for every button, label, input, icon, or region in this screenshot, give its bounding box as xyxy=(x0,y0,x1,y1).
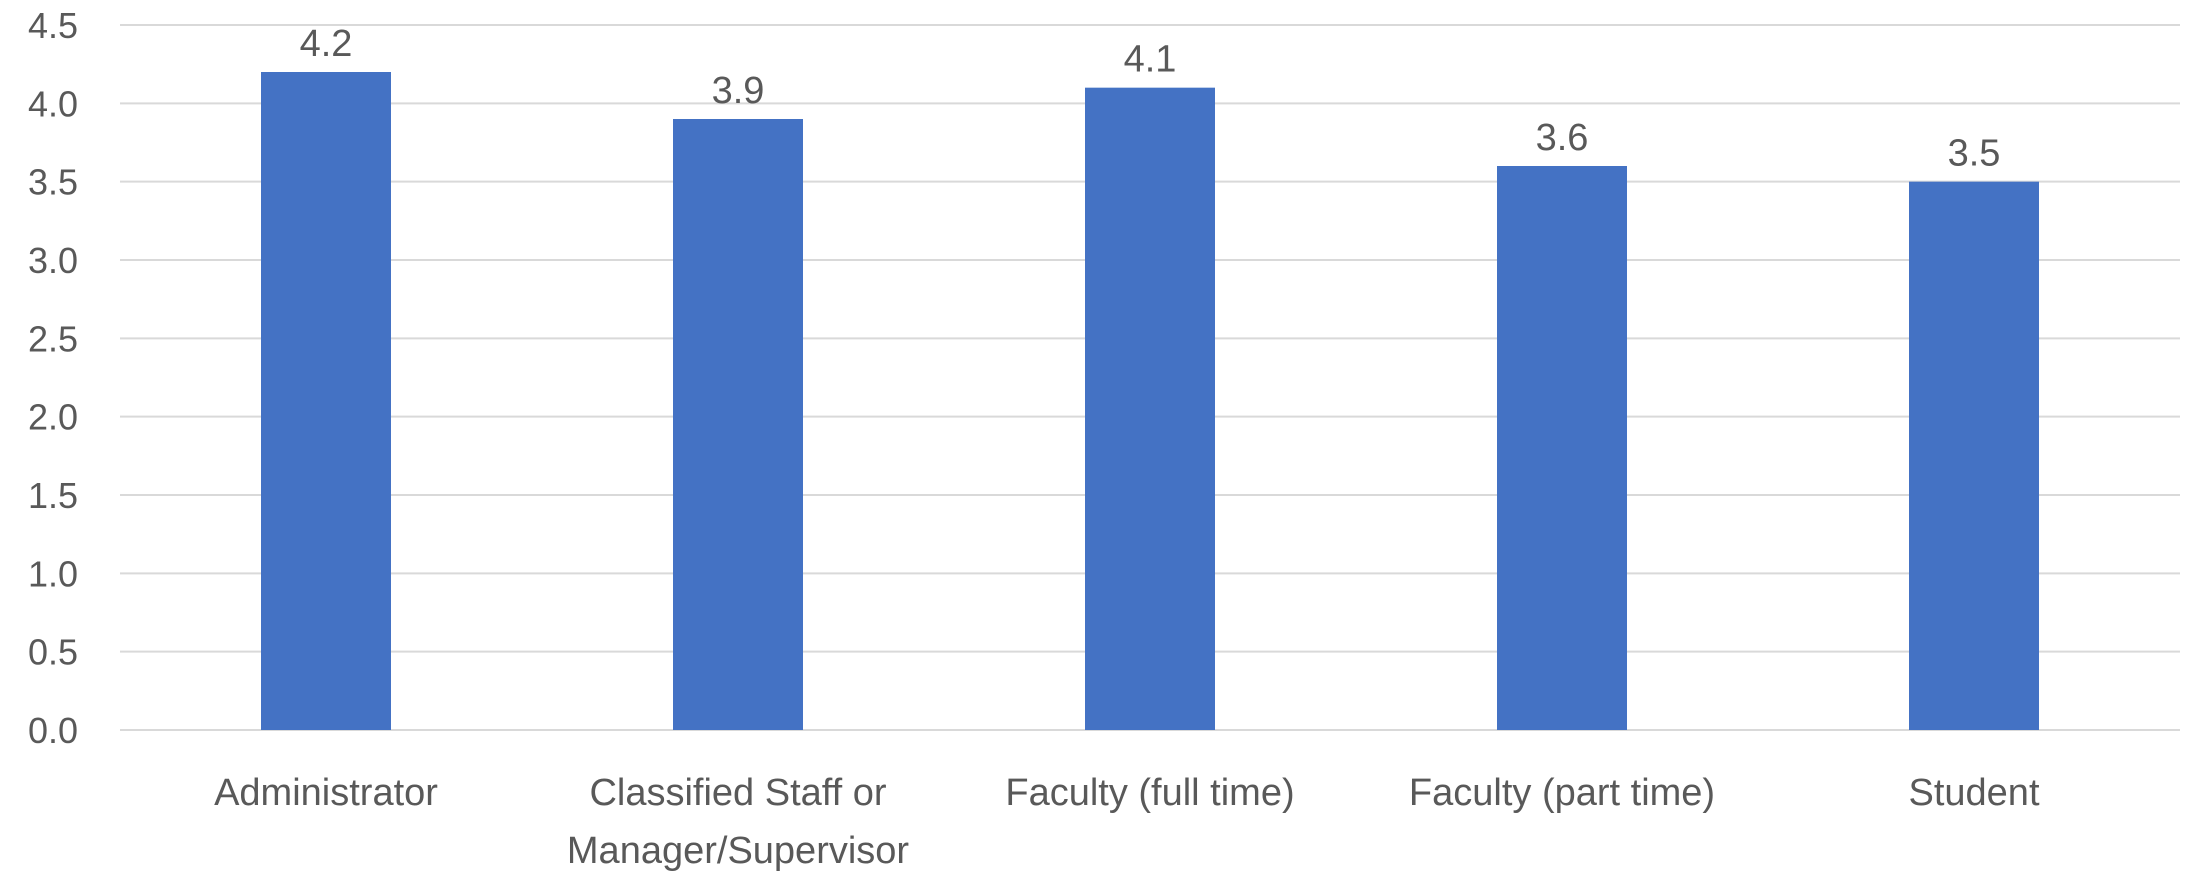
x-category-label: Classified Staff or Manager/Supervisor xyxy=(567,772,910,872)
y-tick-label: 3.5 xyxy=(28,162,78,203)
y-tick-label: 1.0 xyxy=(28,553,78,594)
x-category-label: Student xyxy=(1909,772,2040,814)
y-tick-label: 0.5 xyxy=(28,632,78,673)
bar xyxy=(1085,87,1215,730)
y-tick-label: 2.0 xyxy=(28,397,78,438)
x-axis-categories: Administrator Classified Staff or Manager/… xyxy=(214,772,2040,872)
data-label: 3.9 xyxy=(712,70,765,112)
bar xyxy=(1909,181,2039,730)
y-tick-label: 2.5 xyxy=(28,318,78,359)
data-label: 3.5 xyxy=(1948,133,2001,175)
data-label: 3.6 xyxy=(1536,117,1589,159)
y-tick-label: 0.0 xyxy=(28,710,78,751)
bars xyxy=(261,72,2039,730)
x-category-label: Administrator xyxy=(214,772,438,814)
y-tick-label: 3.0 xyxy=(28,240,78,281)
data-label: 4.1 xyxy=(1124,39,1177,81)
bar xyxy=(261,72,391,730)
bar xyxy=(673,119,803,730)
y-tick-label: 4.0 xyxy=(28,83,78,124)
x-category-label: Faculty (part time) xyxy=(1409,772,1715,814)
data-labels: 4.2 3.9 4.1 3.6 3.5 xyxy=(300,23,2001,175)
y-tick-label: 4.5 xyxy=(28,5,78,46)
y-tick-label: 1.5 xyxy=(28,475,78,516)
y-axis-ticks: 0.0 0.5 1.0 1.5 2.0 2.5 3.0 3.5 4.0 4.5 xyxy=(28,5,78,751)
data-label: 4.2 xyxy=(300,23,353,65)
bar xyxy=(1497,166,1627,730)
x-category-label: Faculty (full time) xyxy=(1005,772,1294,814)
